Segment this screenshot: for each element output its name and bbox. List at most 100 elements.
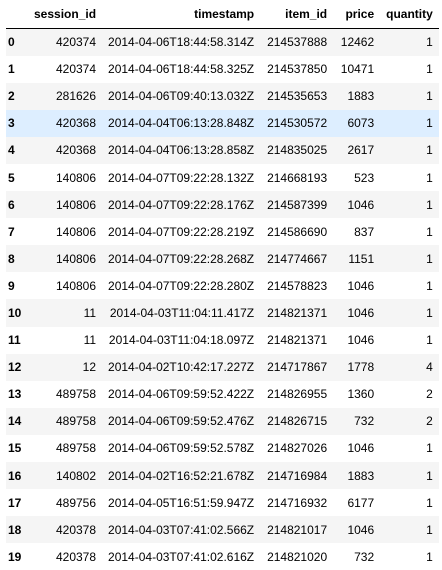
cell-quantity: 1 [380,164,439,191]
cell-quantity: 1 [380,299,439,326]
row-index: 13 [6,381,28,408]
row-index: 11 [6,327,28,354]
cell-item-id: 214578823 [260,272,333,299]
cell-price: 10471 [333,56,380,83]
row-index: 1 [6,56,28,83]
dataframe-table: session_id timestamp item_id price quant… [6,0,439,570]
cell-timestamp: 2014-04-03T07:41:02.566Z [102,516,260,543]
cell-item-id: 214716984 [260,462,333,489]
cell-timestamp: 2014-04-03T07:41:02.616Z [102,543,260,570]
cell-timestamp: 2014-04-03T11:04:18.097Z [102,327,260,354]
header-row: session_id timestamp item_id price quant… [6,0,439,29]
cell-quantity: 1 [380,83,439,110]
cell-timestamp: 2014-04-06T18:44:58.325Z [102,56,260,83]
cell-price: 837 [333,218,380,245]
cell-quantity: 1 [380,110,439,137]
cell-item-id: 214821371 [260,327,333,354]
cell-session-id: 140806 [28,272,102,299]
cell-timestamp: 2014-04-07T09:22:28.268Z [102,245,260,272]
cell-price: 1046 [333,299,380,326]
cell-price: 1151 [333,245,380,272]
column-header-timestamp: timestamp [102,0,260,29]
cell-item-id: 214587399 [260,191,333,218]
cell-quantity: 1 [380,191,439,218]
cell-session-id: 140806 [28,191,102,218]
row-index: 17 [6,489,28,516]
cell-session-id: 420374 [28,29,102,56]
cell-quantity: 1 [380,218,439,245]
cell-item-id: 214821371 [260,299,333,326]
cell-timestamp: 2014-04-07T09:22:28.132Z [102,164,260,191]
cell-quantity: 1 [380,327,439,354]
cell-price: 1046 [333,327,380,354]
row-index: 10 [6,299,28,326]
cell-quantity: 1 [380,29,439,56]
cell-price: 2617 [333,137,380,164]
cell-session-id: 420378 [28,543,102,570]
cell-quantity: 2 [380,408,439,435]
row-index: 6 [6,191,28,218]
cell-timestamp: 2014-04-02T10:42:17.227Z [102,354,260,381]
row-index: 3 [6,110,28,137]
cell-session-id: 489758 [28,408,102,435]
column-header-quantity: quantity [380,0,439,29]
cell-session-id: 489758 [28,435,102,462]
cell-item-id: 214826955 [260,381,333,408]
cell-timestamp: 2014-04-06T09:40:13.032Z [102,83,260,110]
cell-price: 6177 [333,489,380,516]
cell-quantity: 1 [380,435,439,462]
cell-session-id: 420368 [28,110,102,137]
cell-item-id: 214821020 [260,543,333,570]
cell-item-id: 214586690 [260,218,333,245]
cell-price: 1046 [333,272,380,299]
cell-price: 1778 [333,354,380,381]
row-index: 2 [6,83,28,110]
cell-timestamp: 2014-04-07T09:22:28.176Z [102,191,260,218]
cell-item-id: 214821017 [260,516,333,543]
cell-timestamp: 2014-04-03T11:04:11.417Z [102,299,260,326]
row-index: 4 [6,137,28,164]
cell-timestamp: 2014-04-06T09:59:52.422Z [102,381,260,408]
cell-session-id: 489758 [28,381,102,408]
cell-price: 1883 [333,83,380,110]
cell-session-id: 12 [28,354,102,381]
cell-session-id: 140806 [28,218,102,245]
cell-timestamp: 2014-04-07T09:22:28.280Z [102,272,260,299]
row-index: 9 [6,272,28,299]
cell-item-id: 214537850 [260,56,333,83]
cell-session-id: 420378 [28,516,102,543]
cell-session-id: 489756 [28,489,102,516]
row-index: 0 [6,29,28,56]
cell-item-id: 214716932 [260,489,333,516]
cell-session-id: 281626 [28,83,102,110]
cell-session-id: 140806 [28,164,102,191]
cell-item-id: 214826715 [260,408,333,435]
cell-item-id: 214827026 [260,435,333,462]
column-header-session-id: session_id [28,0,102,29]
cell-session-id: 140806 [28,245,102,272]
cell-quantity: 1 [380,462,439,489]
cell-price: 732 [333,543,380,570]
cell-price: 1360 [333,381,380,408]
cell-item-id: 214717867 [260,354,333,381]
cell-timestamp: 2014-04-06T09:59:52.578Z [102,435,260,462]
cell-timestamp: 2014-04-04T06:13:28.858Z [102,137,260,164]
row-index: 14 [6,408,28,435]
row-index: 7 [6,218,28,245]
cell-price: 12462 [333,29,380,56]
